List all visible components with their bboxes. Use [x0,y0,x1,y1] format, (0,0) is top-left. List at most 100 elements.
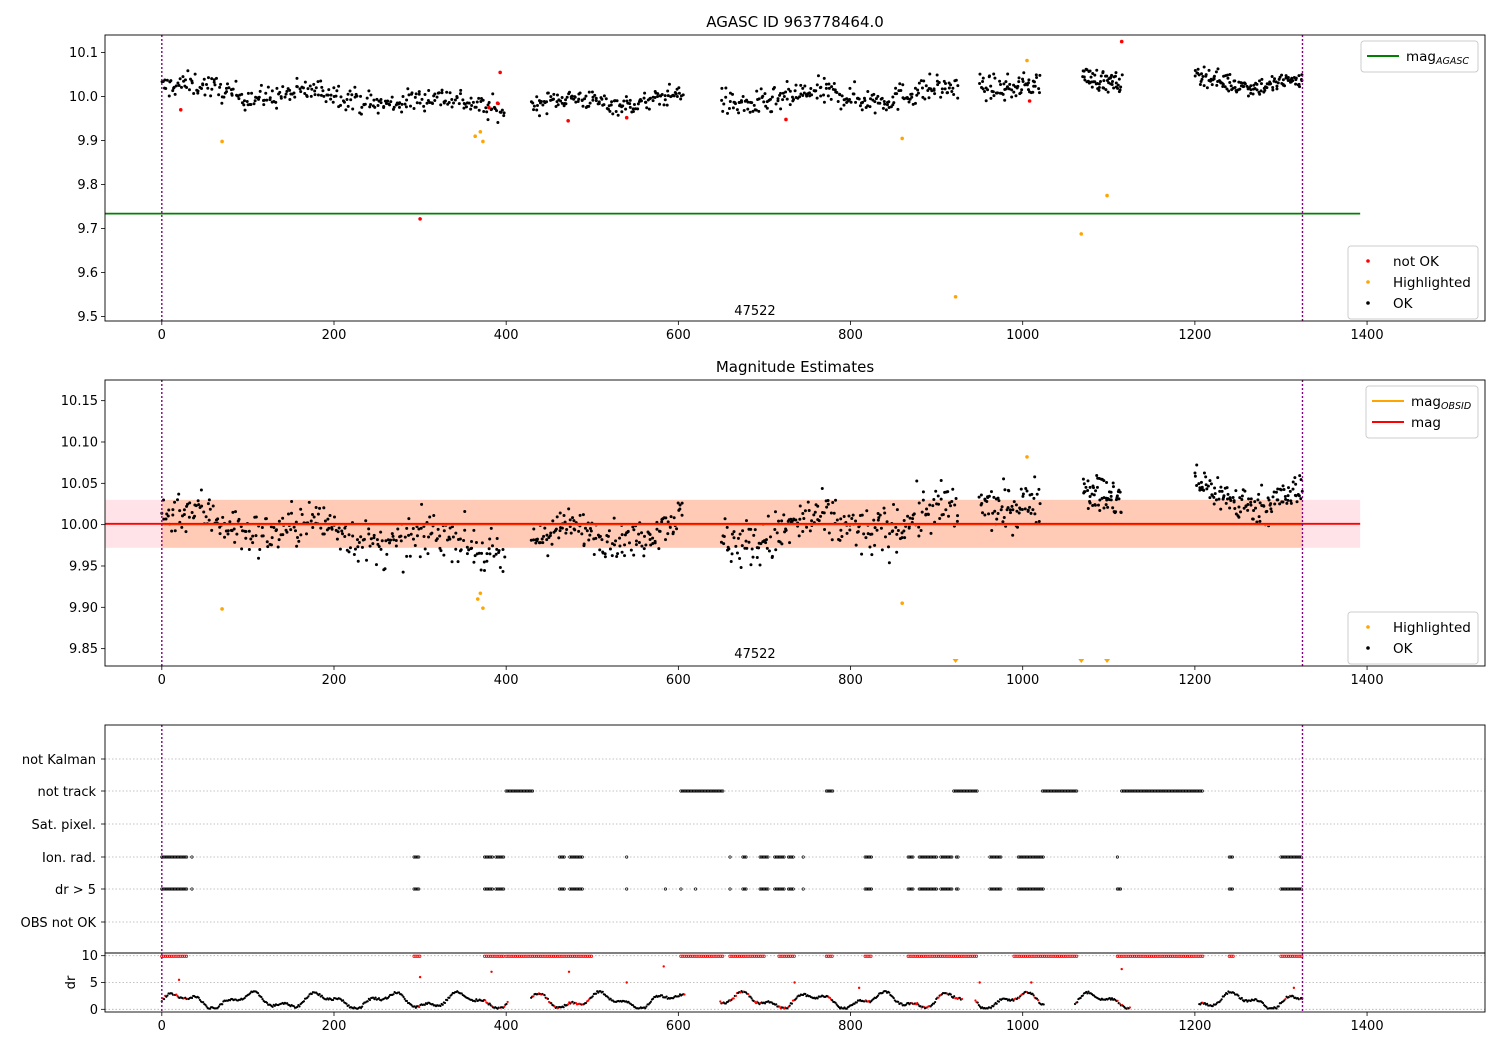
flag-marker [776,887,780,891]
flag-marker [950,855,954,859]
flag-marker [711,789,716,793]
ok-point [779,91,783,95]
ok-point [860,108,864,112]
ok-point [847,514,851,518]
ok-point [327,526,331,530]
ok-point [164,517,168,521]
ok-point [313,89,317,93]
dr-high-point [538,954,542,958]
ok-point [1114,510,1118,514]
ok-point [1223,85,1227,89]
ok-point [375,97,379,101]
dr-high-point [709,954,713,958]
ok-point [761,94,765,98]
ok-point [1213,492,1217,496]
ok-point [1197,482,1201,486]
ok-point [900,536,904,540]
ok-point [769,535,773,539]
ok-point [733,102,737,106]
flag-marker [1284,887,1288,891]
ok-point [436,527,440,531]
ok-point [737,111,741,115]
ok-point [173,92,177,96]
ok-point [275,528,279,532]
ok-point [322,506,326,510]
ok-point [1006,506,1010,510]
flag-marker [927,887,931,891]
ok-point [388,103,392,107]
flag-marker [580,855,584,859]
ok-point [951,487,955,491]
legend-label-text: mag [1406,49,1436,65]
dr-high-point [781,954,785,958]
ok-point [612,516,616,520]
ok-point [624,107,628,111]
ok-point [933,92,937,96]
ok-point [281,516,285,520]
ok-point [423,109,427,113]
ok-point [435,95,439,99]
ok-point [163,78,167,82]
ok-point [631,525,635,529]
ok-point [1247,497,1251,501]
ok-point [257,556,261,560]
ok-point [1228,81,1232,85]
ok-point [939,95,943,99]
chart-title: AGASC ID 963778464.0 [706,13,884,31]
flag-marker [1287,855,1291,859]
ok-point [303,92,307,96]
dr-point [788,1004,791,1007]
ok-point [234,510,238,514]
dr-point [320,994,323,997]
flag-marker [1018,887,1022,891]
dr-point [318,993,321,996]
ok-point [193,72,197,76]
ok-point [655,527,659,531]
ok-point [362,537,366,541]
ok-point [207,518,211,522]
ok-point [465,545,469,549]
ok-point [450,525,454,529]
flag-marker [863,855,867,859]
flag-marker [183,855,187,859]
dr-high-point [177,954,181,958]
ok-point [1263,88,1267,92]
ok-point [924,512,928,516]
ok-point [350,93,354,97]
ok-point [885,520,889,524]
ok-point [842,515,846,519]
ok-point [394,544,398,548]
ok-point [413,95,417,99]
ok-point [203,93,207,97]
ok-point [247,547,251,551]
ok-point [1208,496,1212,500]
flag-marker [181,887,186,891]
ok-point [285,89,289,93]
ok-point [1088,494,1092,498]
y-tick-label: 10.10 [61,435,98,450]
flag-marker [989,855,994,859]
flag-marker [999,887,1003,891]
ok-point [230,529,234,533]
dr-high-point [777,954,781,958]
dr-high-point [963,954,967,958]
flag-marker [1172,789,1176,793]
ok-point [835,90,839,94]
flag-marker [945,855,949,859]
ok-point [399,534,403,538]
ok-point [438,546,442,550]
ok-point [917,81,921,85]
ok-point [999,83,1003,87]
ok-point [956,96,960,100]
ok-point [1278,75,1282,79]
flag-marker [1166,789,1170,793]
ok-point [1026,509,1030,513]
flag-marker [788,855,792,859]
ok-point [1035,492,1039,496]
ok-point [1249,500,1253,504]
ok-point [1228,506,1232,510]
ok-point [210,87,214,91]
ok-point [266,85,270,89]
ok-point [768,97,772,101]
dr-high-point [942,954,946,958]
